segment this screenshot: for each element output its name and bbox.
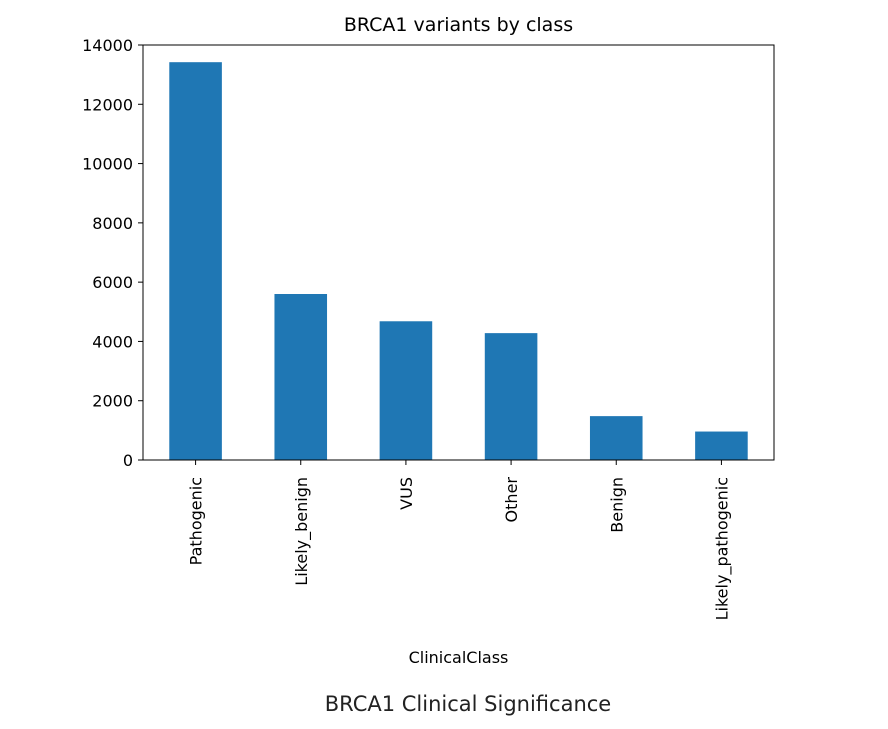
bar-vus <box>379 321 433 460</box>
y-tick-label: 0 <box>123 451 133 470</box>
x-tick-label: Pathogenic <box>187 477 206 565</box>
figure-caption: BRCA1 Clinical Significance <box>324 692 612 716</box>
bar-pathogenic <box>169 62 222 460</box>
bar-other <box>484 333 538 460</box>
y-tick-label: 6000 <box>92 273 133 292</box>
y-tick-label: 12000 <box>82 95 133 114</box>
y-tick-label: 10000 <box>82 155 133 174</box>
x-tick-label: Likely_benign <box>292 477 312 586</box>
y-tick-label: 14000 <box>82 36 133 55</box>
y-tick-label: 2000 <box>92 392 133 411</box>
bar-benign <box>589 416 643 460</box>
bar-likely-benign <box>274 294 328 460</box>
x-axis-label: ClinicalClass <box>409 648 509 667</box>
x-tick-label: VUS <box>397 477 416 510</box>
x-tick-label: Benign <box>607 477 626 533</box>
plot-frame <box>142 44 775 461</box>
y-tick-label: 4000 <box>92 332 133 351</box>
x-tick-label: Other <box>502 477 521 523</box>
y-tick-label: 8000 <box>92 214 133 233</box>
bar-likely-pathogenic <box>695 431 748 460</box>
chart-title: BRCA1 variants by class <box>344 14 573 36</box>
x-tick-label: Likely_pathogenic <box>712 477 732 620</box>
